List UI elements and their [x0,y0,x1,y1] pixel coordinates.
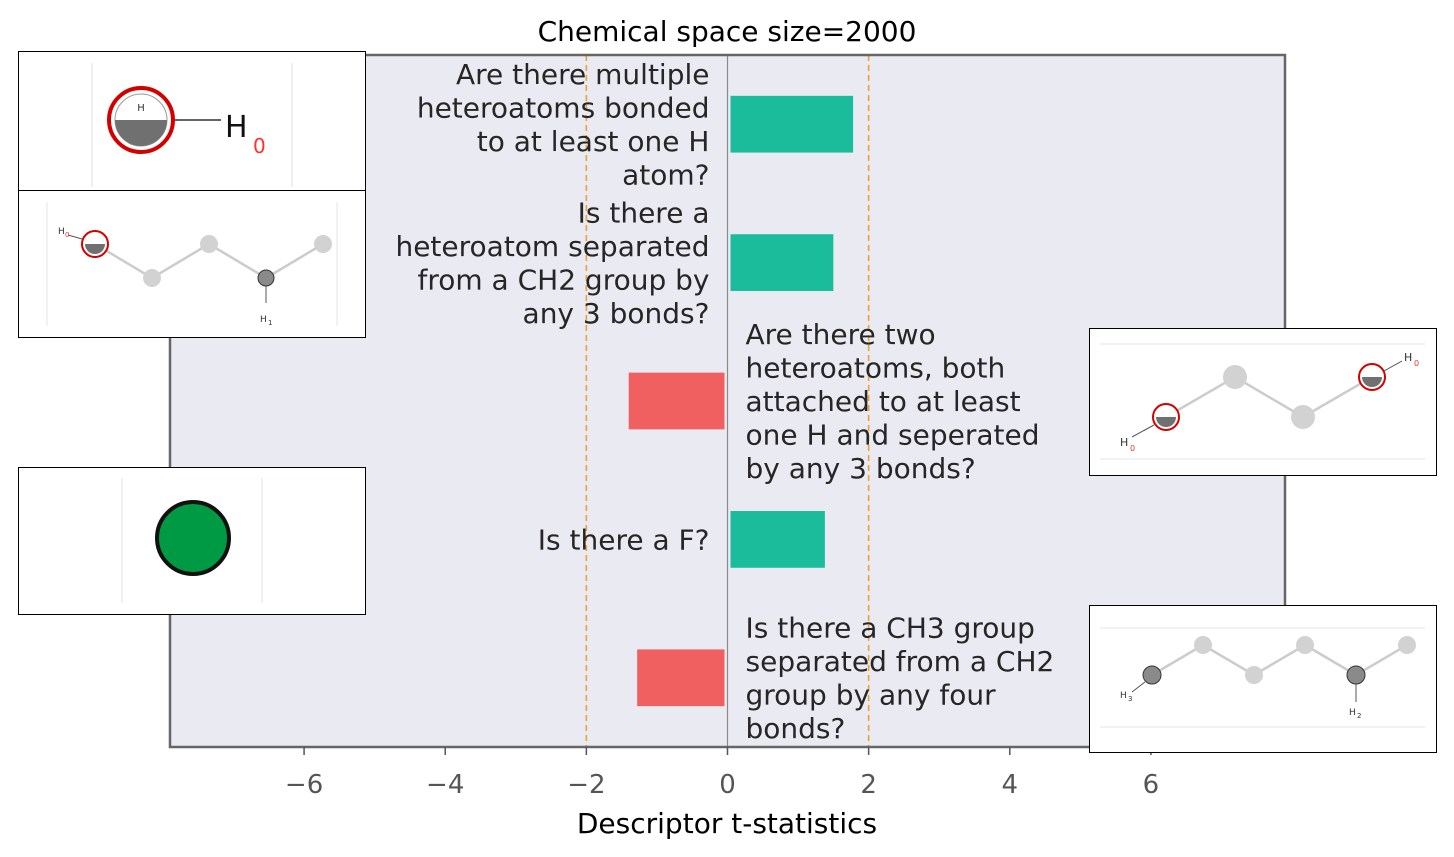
x-tick-label: 0 [719,770,736,800]
bar [730,95,854,153]
category-label: Are there two heteroatoms, both attached t… [746,318,1040,485]
molecule-diagram: H 0 H 0 [1100,343,1425,460]
category-label: Is there a heteroatom separated from a CH2… [395,196,709,330]
bar [730,234,834,291]
molecule-thumbnail-two-heteroatoms: H 0 H 0 [1089,328,1437,476]
count-label: 2 [1357,712,1361,720]
count-label: 0 [253,134,266,158]
category-label: Is there a CH3 group separated from a CH2… [746,612,1055,746]
hydrogen-label: H [1349,708,1356,718]
hydrogen-label: H [260,315,267,325]
molecule-diagram: H H 0 [91,63,293,187]
count-label: 3 [1128,695,1132,703]
count-label: 0 [1414,359,1419,368]
molecule-diagram: H 3 H 2 [1100,627,1425,728]
fluorine-atom-icon [155,500,231,576]
hydrogen-label: H [137,103,145,114]
molecule-diagram [121,478,263,603]
hydrogen-label: H [58,227,65,237]
x-tick-label: −4 [426,770,464,800]
bar [730,511,825,568]
bar [628,372,725,430]
molecule-thumbnail-fluorine [18,467,366,615]
molecule-thumbnail-multiple-heteroatoms: H H 0 [18,51,366,191]
hydrogen-label: H [1120,436,1128,449]
molecule-thumbnail-heteroatom-ch2: H 0 H 1 [18,190,366,338]
molecule-diagram: H 0 H 1 [46,202,338,327]
x-axis-label: Descriptor t-statistics [577,807,877,840]
x-tick-label: −6 [285,770,323,800]
molecule-thumbnail-ch3-ch2: H 3 H 2 [1089,605,1437,753]
count-label: 0 [65,231,69,239]
category-label: Is there a F? [538,523,710,556]
hydrogen-label: H [1120,691,1127,701]
bar [637,649,725,707]
count-label: 0 [1130,444,1135,453]
chart-title: Chemical space size=2000 [538,15,917,48]
hydrogen-label: H [1404,351,1412,364]
x-tick-label: 4 [1002,770,1019,800]
count-label: 1 [268,319,272,327]
category-label: Are there multiple heteroatoms bonded to a… [417,58,710,192]
x-tick-label: −2 [567,770,605,800]
x-tick-label: 2 [860,770,877,800]
x-tick-label: 6 [1143,770,1160,800]
hydrogen-label: H [225,110,248,145]
